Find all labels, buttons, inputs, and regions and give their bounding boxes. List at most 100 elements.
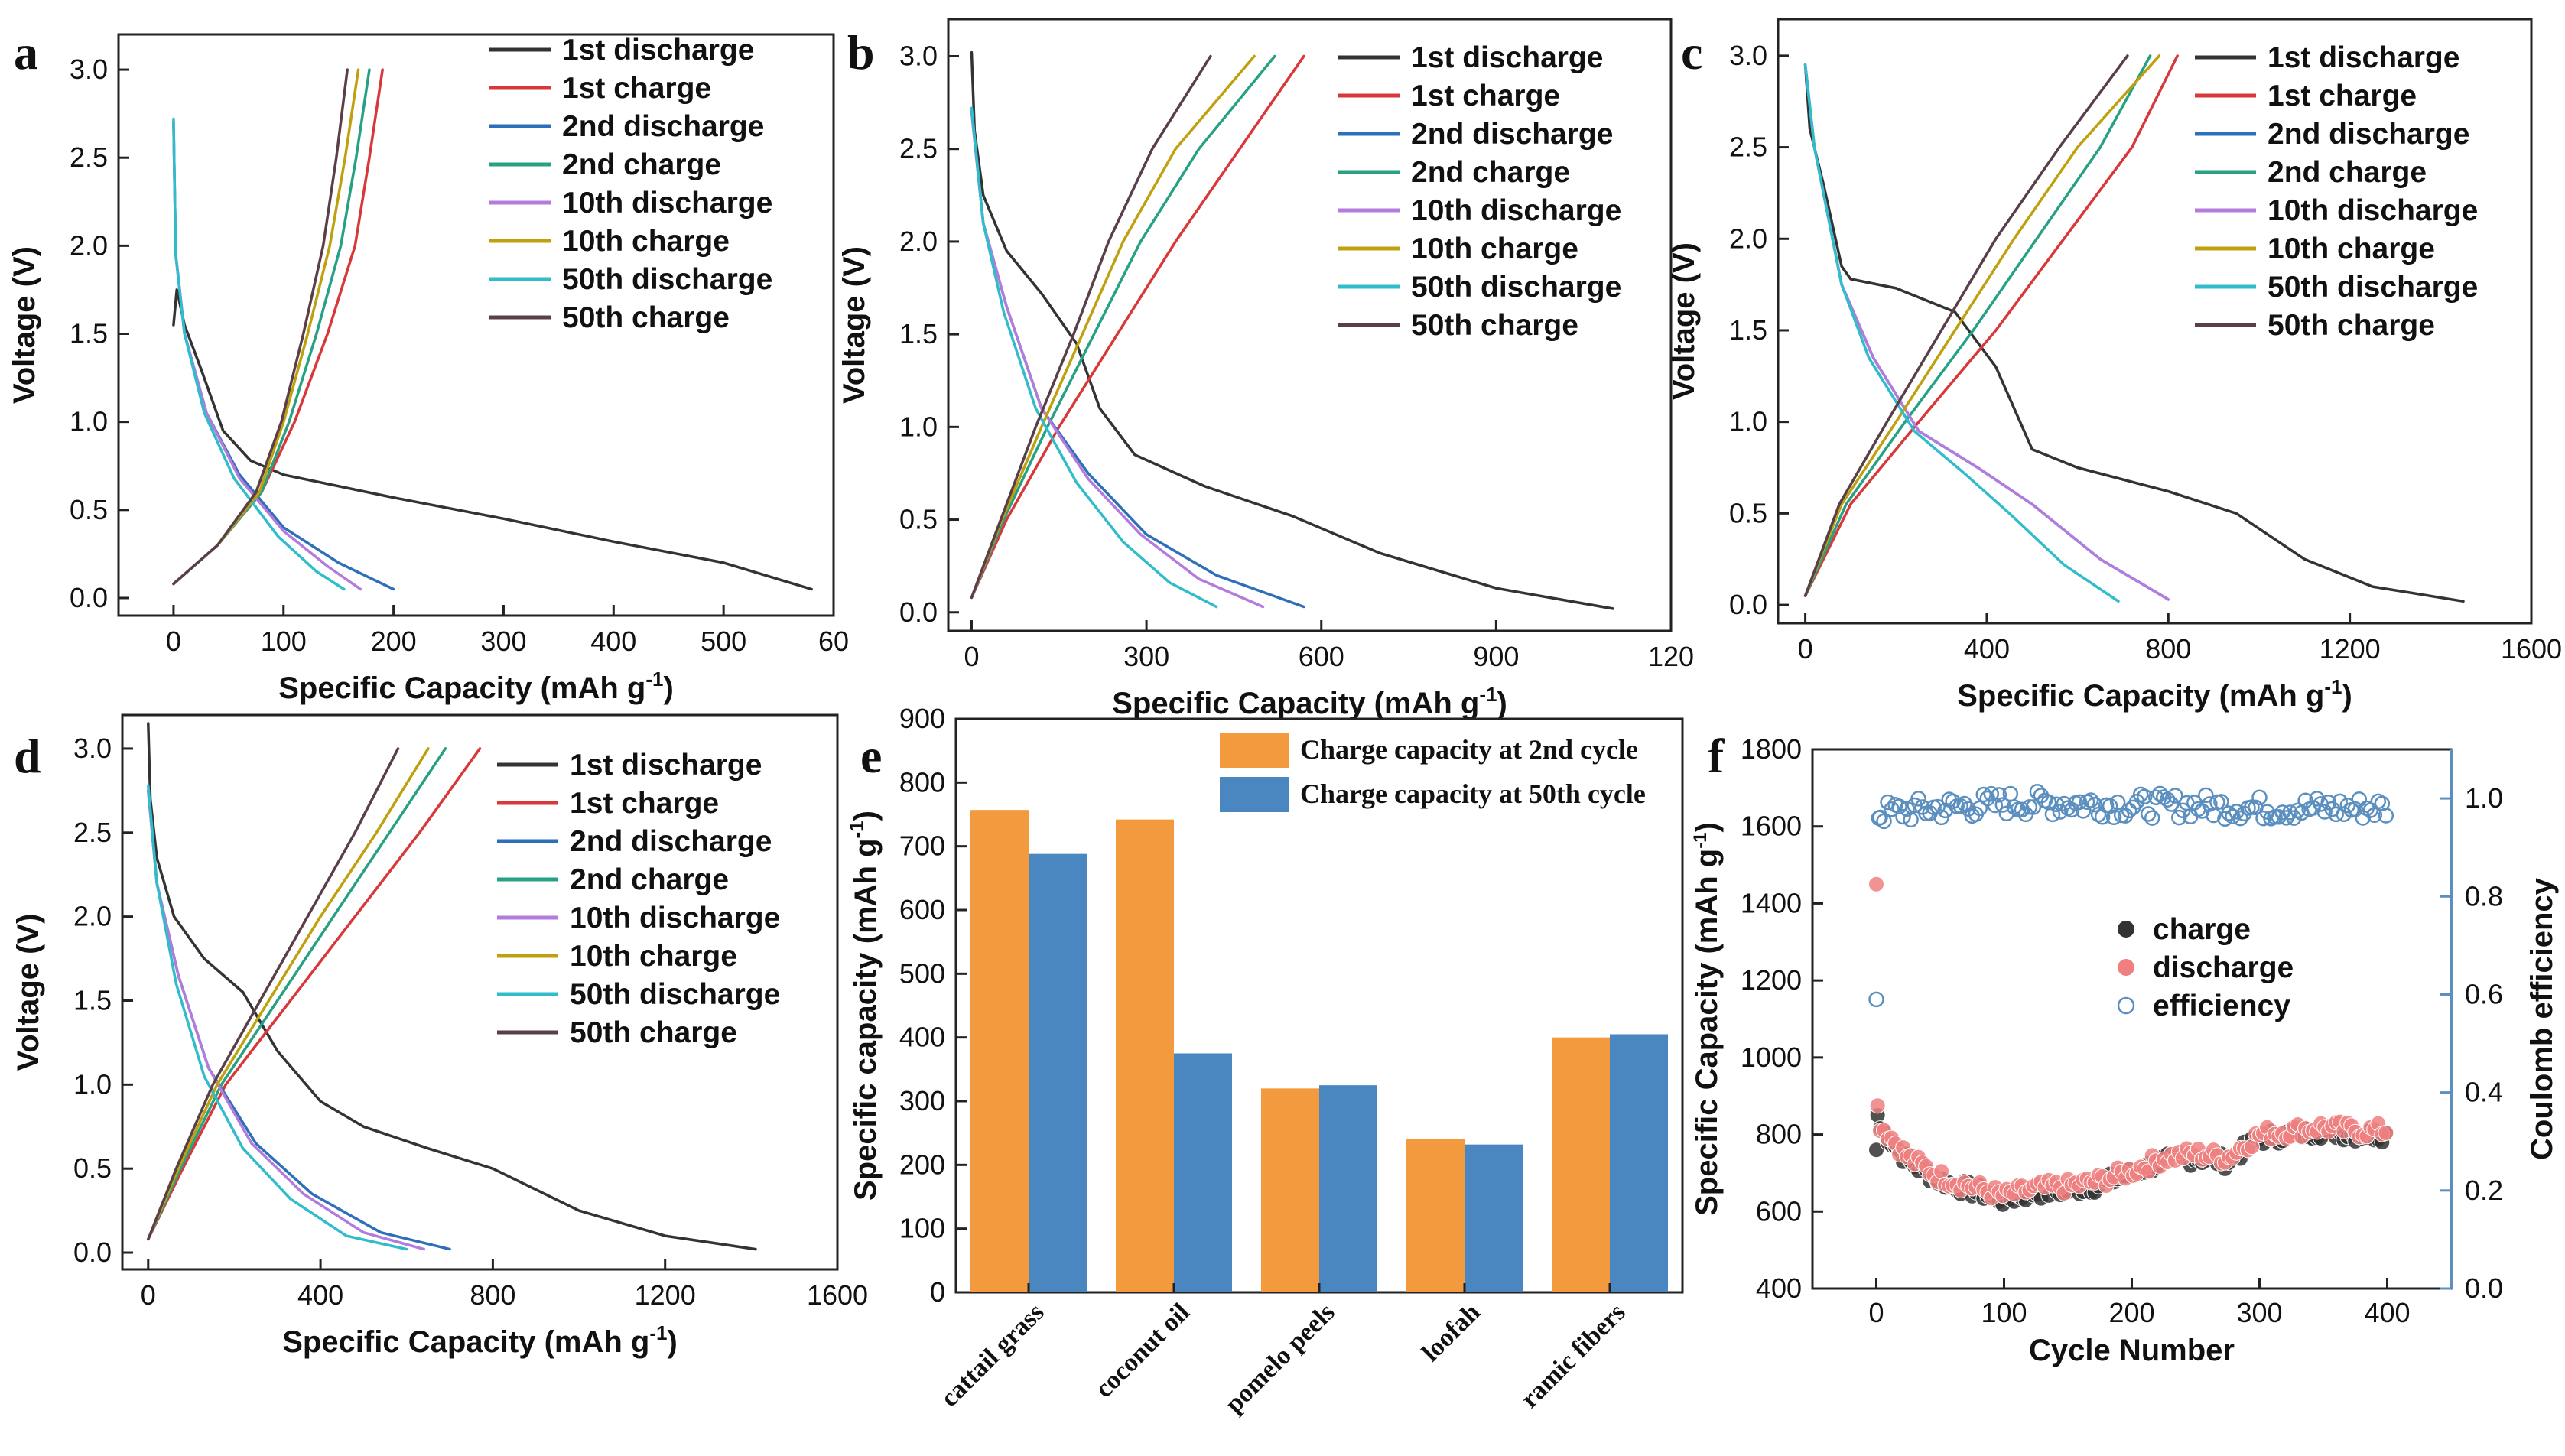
x-tick-label: 0 xyxy=(1798,633,1813,665)
series-line-1st-charge xyxy=(172,68,384,586)
y-tick-label: 1.5 xyxy=(1729,314,1767,346)
x-tick-label: 900 xyxy=(1473,641,1519,672)
series-line-1st-charge xyxy=(970,54,1305,600)
series-line-10th-charge xyxy=(147,747,430,1241)
x-tick-label: 800 xyxy=(2145,633,2191,665)
y2-tick-label: 0.2 xyxy=(2465,1175,2503,1206)
x-axis-label-sup: -1 xyxy=(649,1321,667,1344)
y-tick-label: 1800 xyxy=(1741,733,1802,765)
x-tick-label: 100 xyxy=(261,626,307,657)
y-tick-label: 600 xyxy=(1756,1195,1802,1227)
series-line-50th-discharge xyxy=(172,117,346,591)
plot-frame xyxy=(1811,748,2453,1290)
legend-marker xyxy=(2117,996,2135,1015)
y-axis-label-tail: ) xyxy=(1690,822,1724,832)
x-tick-label: 1600 xyxy=(2501,633,2562,665)
legend-label: 10th discharge xyxy=(570,902,780,934)
marker-efficiency xyxy=(2025,799,2042,815)
marker-efficiency xyxy=(2102,798,2118,814)
x-axis-label-text: Specific Capacity (mAh g xyxy=(1957,679,2324,713)
y-tick-label: 500 xyxy=(899,957,945,989)
marker-efficiency xyxy=(2232,810,2248,827)
y-tick-label: 1.5 xyxy=(70,318,108,349)
marker-efficiency xyxy=(1895,808,1911,825)
y-axis-label-text: Specific Capacity (mAh g xyxy=(1690,849,1724,1216)
y-tick-label: 1400 xyxy=(1741,887,1802,918)
y-tick-label: 200 xyxy=(899,1149,945,1180)
y-tick-label: 400 xyxy=(899,1022,945,1053)
legend-label: 50th charge xyxy=(2268,309,2435,342)
y2-tick-label: 0.8 xyxy=(2465,880,2503,912)
plot-frame xyxy=(1777,18,2533,625)
marker-efficiency xyxy=(2164,796,2180,812)
y-tick-label: 2.0 xyxy=(73,901,112,932)
marker-efficiency xyxy=(2052,804,2069,820)
marker-efficiency xyxy=(2044,806,2061,823)
marker-discharge xyxy=(1933,1163,1950,1180)
legend-label: 50th charge xyxy=(562,301,730,334)
y-tick-label: 1200 xyxy=(1741,964,1802,996)
x-axis-label: Specific Capacity (mAh g-1) xyxy=(1957,675,2352,713)
series-line-2nd-discharge xyxy=(172,121,395,591)
series-line-1st-discharge xyxy=(970,50,1614,610)
series-line-10th-discharge xyxy=(147,789,426,1251)
x-axis-label-text: Specific Capacity (mAh g xyxy=(282,1325,649,1359)
bar-2nd-cycle xyxy=(1116,819,1174,1292)
series-line-10th-discharge xyxy=(172,121,362,591)
marker-efficiency xyxy=(1929,798,1946,815)
y2-axis-label: Coulomb efficiency xyxy=(2525,877,2559,1160)
marker-efficiency xyxy=(2014,801,2030,817)
panel-c: c 0 400 800 1200 1600 0.0 0.5 1.0 1.5 2.0 2.5 3.0 Spe… xyxy=(1667,18,2562,713)
legend-label: Charge capacity at 2nd cycle xyxy=(1300,734,1638,765)
bar-2nd-cycle xyxy=(1261,1088,1319,1292)
series-line-50th-charge xyxy=(172,68,349,586)
legend-label: 2nd discharge xyxy=(562,110,764,143)
x-tick-label: 1200 xyxy=(635,1279,696,1311)
marker-efficiency xyxy=(2290,802,2306,818)
marker-efficiency xyxy=(1891,798,1907,814)
x-tick-label: 400 xyxy=(590,626,636,657)
marker-efficiency xyxy=(1868,991,1884,1008)
y-tick-label: 3.0 xyxy=(70,54,108,85)
category-label: pomelo peels xyxy=(1220,1298,1341,1419)
y2-tick-label: 0.6 xyxy=(2465,978,2503,1009)
legend-label: 10th discharge xyxy=(2268,194,2478,227)
marker-efficiency xyxy=(2198,787,2214,804)
x-axis-label-tail: ) xyxy=(663,671,673,705)
legend-label: 1st discharge xyxy=(562,34,754,67)
bar-50th-cycle xyxy=(1029,853,1087,1292)
y-axis-label-sup: -1 xyxy=(1690,832,1711,848)
legend-marker xyxy=(2118,959,2134,976)
x-tick-label: 120 xyxy=(1648,641,1694,672)
bar-50th-cycle xyxy=(1610,1034,1668,1292)
category-label: cattail grass xyxy=(935,1298,1050,1412)
marker-efficiency xyxy=(2121,802,2138,819)
marker-efficiency xyxy=(1876,813,1892,830)
panel-a: a 0 100 200 300 400 500 60 0.0 0.5 1.0 1.5 2.0 2.5 3.0… xyxy=(8,25,849,705)
x-tick-label: 0 xyxy=(141,1279,156,1311)
marker-efficiency xyxy=(2140,806,2157,822)
plot-frame xyxy=(947,18,1673,632)
bar-50th-cycle xyxy=(1319,1085,1377,1292)
legend-label: 50th discharge xyxy=(570,978,780,1011)
y-tick-label: 0.0 xyxy=(1729,589,1767,620)
legend-label: 10th charge xyxy=(2268,232,2435,265)
marker-efficiency xyxy=(2167,788,2183,804)
legend-label: 50th discharge xyxy=(1411,271,1621,304)
y-axis-label: Voltage (V) xyxy=(837,246,871,404)
marker-efficiency xyxy=(2362,802,2379,818)
y-tick-label: 3.0 xyxy=(1729,40,1767,71)
x-axis-label: Specific Capacity (mAh g-1) xyxy=(282,1321,678,1359)
y-tick-label: 2.5 xyxy=(1729,132,1767,163)
marker-efficiency xyxy=(2202,796,2218,812)
marker-efficiency xyxy=(1994,797,2011,813)
legend-label: 50th discharge xyxy=(562,263,772,296)
y-tick-label: 0.0 xyxy=(73,1237,112,1268)
y-axis-label-sup: -1 xyxy=(845,821,868,838)
series-line-2nd-charge xyxy=(970,54,1276,600)
legend-marker xyxy=(2118,921,2134,938)
marker-efficiency xyxy=(1872,809,1888,826)
y-tick-label: 0.5 xyxy=(899,504,938,535)
series-line-10th-charge xyxy=(1803,54,2161,597)
bar-2nd-cycle xyxy=(970,810,1029,1292)
